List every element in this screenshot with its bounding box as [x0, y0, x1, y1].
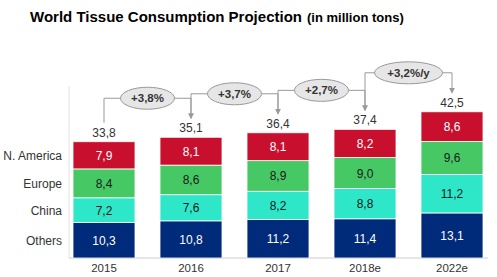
annotation-bracket: [349, 90, 366, 108]
annotation-bracket: [191, 94, 208, 118]
bar-segment: [334, 129, 396, 157]
bar-segment: [334, 158, 396, 189]
annotation-text: +3,7%: [218, 88, 251, 100]
data-label: 8,2: [270, 199, 287, 213]
annotation-bracket: [262, 94, 279, 112]
title: World Tissue Consumption Projection: [30, 8, 302, 25]
data-label: 8,1: [270, 140, 287, 154]
annotation-bubble: [121, 87, 175, 109]
annotation-text: +3,8%: [131, 92, 164, 104]
annotation-bubble: [375, 62, 443, 84]
total-label: 37,4: [353, 113, 377, 127]
x-tick-label: 2022e: [436, 262, 468, 274]
labels: 10,3 7,2 8,4 7,9 10,8 7,6 8,6 8,1 11,2 8,2 8,9 8,1 1…: [92, 120, 464, 248]
annotation-bubble: [295, 79, 349, 101]
legend-label: N. America: [3, 149, 62, 163]
annotation-bracket: [365, 73, 375, 111]
data-label: 11,2: [441, 187, 464, 201]
total-label: 42,5: [440, 96, 464, 110]
bar-segment: [334, 189, 396, 219]
bar-segment: [160, 195, 222, 221]
data-label: 8,9: [270, 169, 287, 183]
bar-segment: [247, 133, 309, 161]
annotation-bubble: [208, 83, 262, 105]
data-label: 10,8: [179, 233, 203, 247]
bar-segment: [421, 174, 483, 213]
chart: World Tissue Consumption Projection (in m…: [0, 0, 497, 277]
data-label: 10,3: [92, 234, 116, 248]
data-label: 7,2: [96, 204, 113, 218]
data-label: 7,6: [183, 201, 200, 215]
data-label: 11,4: [354, 232, 377, 246]
data-label: 9,6: [444, 151, 461, 165]
subtitle: (in million tons): [307, 10, 404, 25]
bar-segment: [421, 141, 483, 174]
data-label: 11,2: [267, 232, 290, 246]
data-label: 8,6: [444, 120, 461, 134]
bar-segment: [247, 161, 309, 192]
bar-segment: [421, 112, 483, 142]
legend-label: Others: [26, 234, 62, 248]
annotation-bracket: [278, 90, 295, 113]
annotation-bracket: [443, 73, 453, 91]
legend-label: China: [31, 204, 63, 218]
bar-segment: [421, 213, 483, 258]
data-label: 8,8: [357, 197, 374, 211]
x-tick-label: 2016: [178, 262, 204, 274]
x-tick-label: 2017: [265, 262, 291, 274]
legend-label: Europe: [23, 177, 62, 191]
title-line: World Tissue Consumption Projection (in m…: [30, 8, 404, 25]
x-tick-label: 2015: [91, 262, 117, 274]
bar-segment: [160, 221, 222, 258]
x-tick-label: 2018e: [349, 262, 381, 274]
data-label: 7,9: [96, 149, 113, 163]
total-label: 33,8: [92, 126, 116, 140]
data-label: 13,1: [440, 229, 464, 243]
bar-segment: [160, 165, 222, 195]
bars: [73, 112, 483, 258]
bar-segment: [73, 198, 135, 223]
bar-segment: [160, 137, 222, 165]
bar-segment: [73, 223, 135, 258]
total-label: 35,1: [179, 121, 203, 135]
annotation-text: +3,2%/y: [387, 67, 430, 79]
data-label: 8,4: [96, 177, 113, 191]
bar-segment: [73, 142, 135, 169]
y-axis-line: [69, 86, 70, 258]
annotation-bracket: [175, 98, 192, 116]
bar-segment: [247, 219, 309, 258]
bar-segment: [73, 169, 135, 198]
data-label: 8,2: [357, 137, 374, 151]
bar-segment: [334, 219, 396, 258]
data-label: 8,1: [183, 145, 200, 159]
total-label: 36,4: [266, 117, 290, 131]
data-label: 9,0: [357, 167, 374, 181]
annotation-bracket: [104, 98, 121, 122]
data-label: 8,6: [183, 173, 200, 187]
bar-segment: [247, 191, 309, 219]
annotation-text: +2,7%: [305, 84, 338, 96]
